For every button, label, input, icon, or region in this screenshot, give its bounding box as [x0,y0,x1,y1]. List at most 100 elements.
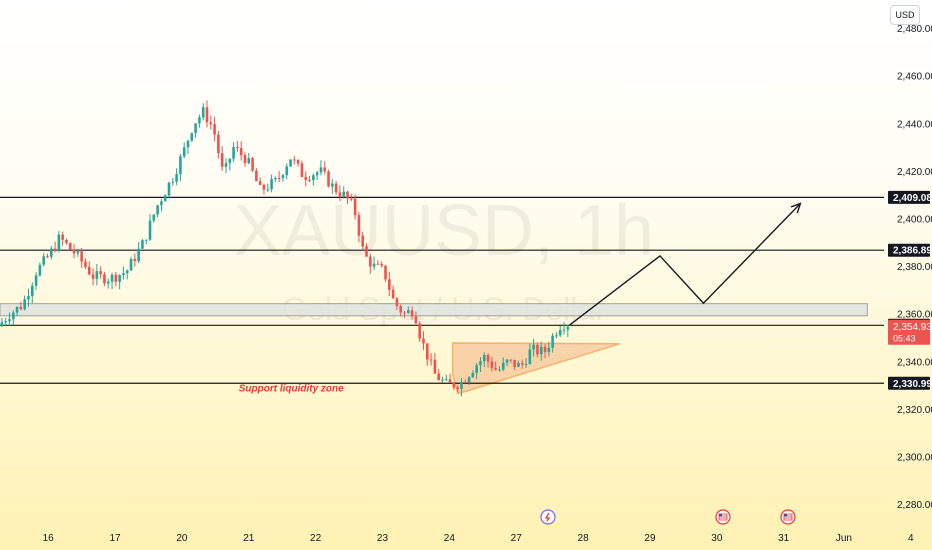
candle[interactable] [152,214,156,221]
candle[interactable] [281,175,285,178]
candle[interactable] [220,153,224,167]
candle[interactable] [239,148,243,156]
candle[interactable] [388,279,391,290]
candle[interactable] [251,158,254,171]
candle[interactable] [558,329,562,336]
candle[interactable] [532,344,535,350]
candle[interactable] [562,329,566,331]
candle[interactable] [19,306,23,310]
candle[interactable] [4,321,7,323]
candle[interactable] [255,170,258,182]
candle[interactable] [8,319,11,322]
candle[interactable] [391,289,395,299]
candle[interactable] [566,326,570,330]
candle[interactable] [95,271,99,279]
candle[interactable] [509,359,513,361]
candle[interactable] [190,133,194,141]
candle[interactable] [65,239,68,244]
candle[interactable] [270,179,273,190]
candle[interactable] [11,312,15,320]
candle[interactable] [463,382,467,384]
candle[interactable] [460,382,463,390]
candle[interactable] [520,362,524,365]
candle[interactable] [437,373,440,381]
candle[interactable] [300,163,304,177]
candle[interactable] [232,147,235,159]
candle[interactable] [350,198,353,200]
candle[interactable] [467,377,471,383]
candle[interactable] [182,147,186,157]
candle[interactable] [160,201,163,206]
candle[interactable] [353,198,357,216]
candle[interactable] [498,369,501,371]
candle[interactable] [34,275,38,286]
candle[interactable] [209,122,213,125]
candle[interactable] [342,191,346,197]
candle[interactable] [277,177,281,179]
candle[interactable] [118,274,121,282]
candle[interactable] [167,182,171,196]
candle[interactable] [406,310,410,314]
candle[interactable] [429,359,433,361]
candle[interactable] [49,248,53,257]
candle[interactable] [125,270,129,274]
candle[interactable] [555,335,558,337]
candle[interactable] [372,263,376,267]
candle[interactable] [331,183,334,187]
candle[interactable] [224,163,228,167]
candle[interactable] [0,322,4,327]
level-price-tag[interactable]: 2,409.08 [888,190,932,204]
candle[interactable] [46,256,49,258]
price-axis[interactable]: 2,480.00 2,460.00 2,440.00 2,420.00 2,400.00… [888,24,932,511]
candle[interactable] [441,379,444,381]
candle[interactable] [361,235,365,247]
candle[interactable] [524,363,528,365]
candle[interactable] [471,372,475,378]
candle[interactable] [369,256,372,267]
candle[interactable] [156,205,159,215]
candle[interactable] [68,243,72,250]
candle[interactable] [194,123,197,134]
candle[interactable] [27,295,30,300]
candle[interactable] [293,159,296,161]
candle[interactable] [23,299,26,310]
candle[interactable] [285,166,289,176]
candle[interactable] [114,274,118,282]
candle[interactable] [433,359,437,374]
candle[interactable] [99,271,102,275]
candle[interactable] [418,323,421,339]
candle[interactable] [296,159,300,164]
candle[interactable] [384,265,387,280]
candle[interactable] [205,107,209,123]
candle[interactable] [213,124,216,135]
candle[interactable] [247,158,251,164]
candle[interactable] [422,338,425,344]
candle[interactable] [42,256,45,265]
level-price-tag[interactable]: 2,386.89 [888,243,932,257]
candle[interactable] [38,264,42,276]
candle[interactable] [201,107,205,118]
candle[interactable] [323,167,327,172]
candle[interactable] [327,171,330,187]
dividend-icon[interactable] [540,509,556,525]
candle[interactable] [141,240,144,249]
candle[interactable] [144,239,148,241]
candle[interactable] [57,234,61,251]
candle[interactable] [243,155,247,164]
candle[interactable] [494,368,497,370]
candle[interactable] [539,346,543,355]
candle[interactable] [475,365,478,373]
candle[interactable] [551,335,554,348]
us-flag-event-icon[interactable] [780,509,796,525]
candle[interactable] [312,175,315,181]
triangle-pattern[interactable] [451,342,621,395]
candle[interactable] [262,184,266,190]
candle[interactable] [84,261,87,267]
candle[interactable] [163,195,167,202]
candle[interactable] [266,189,270,191]
candle[interactable] [217,134,220,154]
candle[interactable] [175,174,178,182]
